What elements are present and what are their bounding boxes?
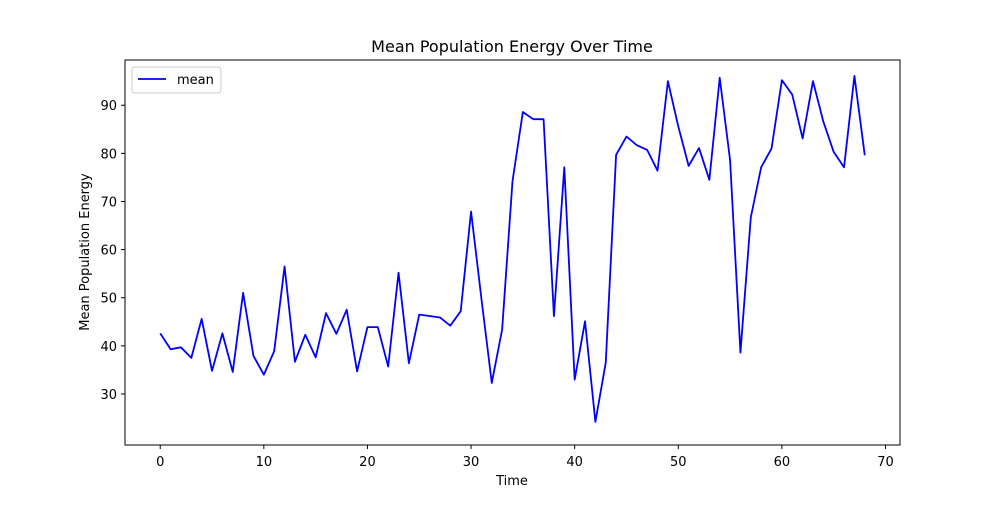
legend: mean bbox=[131, 66, 222, 94]
x-axis-label: Time bbox=[495, 474, 528, 489]
x-axis: 0 10 20 30 40 50 60 70 bbox=[156, 445, 894, 470]
y-tick-label: 80 bbox=[100, 147, 117, 162]
plot-area bbox=[124, 59, 901, 446]
y-tick-label: 60 bbox=[100, 244, 117, 259]
x-tick-label: 30 bbox=[463, 455, 480, 470]
x-tick-label: 60 bbox=[774, 455, 791, 470]
x-tick-label: 70 bbox=[877, 455, 894, 470]
x-tick-label: 0 bbox=[156, 455, 164, 470]
chart-title: Mean Population Energy Over Time bbox=[371, 37, 653, 56]
y-axis-label: Mean Population Energy bbox=[78, 173, 93, 331]
x-tick-label: 40 bbox=[566, 455, 583, 470]
y-axis: 30 40 50 60 70 80 90 bbox=[100, 99, 125, 403]
y-tick-label: 50 bbox=[100, 292, 117, 307]
legend-label-mean: mean bbox=[177, 73, 214, 88]
x-tick-label: 50 bbox=[670, 455, 687, 470]
y-tick-label: 30 bbox=[100, 388, 117, 403]
y-tick-label: 90 bbox=[100, 99, 117, 114]
series-line-mean bbox=[159, 74, 866, 423]
y-tick-label: 40 bbox=[100, 340, 117, 355]
y-tick-label: 70 bbox=[100, 195, 117, 210]
x-tick-label: 20 bbox=[359, 455, 376, 470]
x-tick-label: 10 bbox=[256, 455, 273, 470]
legend-box bbox=[131, 66, 222, 94]
